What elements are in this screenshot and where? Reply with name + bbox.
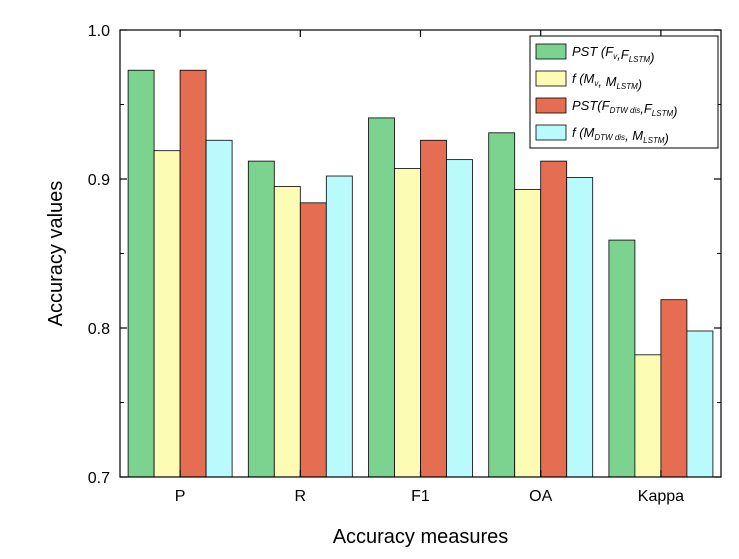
bars-layer [127,69,714,478]
legend: PST (Fv,FLSTM) f (Mv, MLSTM) PST(FDTW dis,… [529,35,719,149]
bar-f1-series-1 [368,117,395,478]
bar-r-series-3 [299,202,327,478]
y-tick-label: 0.8 [88,321,110,338]
bar-f1-series-2 [394,168,421,478]
bar-kappa-series-1 [608,239,636,478]
ticks-layer: 0.7 0.8 0.9 1.0 P R F1 OA Kappa [88,23,721,505]
bar-kappa-series-4 [686,330,714,478]
legend-label-3: PST(FDTW dis,FLSTM) [572,98,677,119]
legend-label-2: f (Mv, MLSTM) [572,71,642,92]
bar-oa-series-2 [514,189,542,478]
bar-oa-series-4 [566,177,594,478]
legend-swatch-2 [535,70,567,87]
bar-r-series-2 [273,186,301,478]
bar-p-series-3 [179,69,207,478]
x-tick-label-kappa: Kappa [638,488,684,505]
legend-swatch-4 [535,124,567,141]
bar-r-series-1 [247,160,275,478]
x-axis-title: Accuracy measures [333,526,509,548]
bar-kappa-series-2 [634,354,662,478]
x-tick-label-f1: F1 [411,488,430,505]
y-axis-title: Accuracy values [45,181,67,327]
x-tick-label-oa: OA [529,488,552,505]
bar-oa-series-3 [540,160,568,478]
bar-oa-series-1 [488,132,516,478]
bar-p-series-1 [127,69,155,478]
y-tick-label: 0.9 [88,172,110,189]
y-tick-label: 1.0 [88,23,110,40]
x-tick-label-p: P [175,488,186,505]
legend-swatch-1 [535,43,567,60]
bar-p-series-2 [153,150,181,478]
legend-label-1: PST (Fv,FLSTM) [572,44,654,65]
bar-kappa-series-3 [660,299,688,478]
bar-r-series-4 [325,175,353,478]
bar-p-series-4 [205,139,233,478]
legend-swatch-3 [535,97,567,114]
y-tick-label: 0.7 [88,470,110,487]
bar-f1-series-4 [446,159,473,478]
x-tick-label-r: R [295,488,307,505]
bar-f1-series-3 [420,139,447,478]
legend-label-4: f (MDTW dis, MLSTM) [572,125,669,146]
